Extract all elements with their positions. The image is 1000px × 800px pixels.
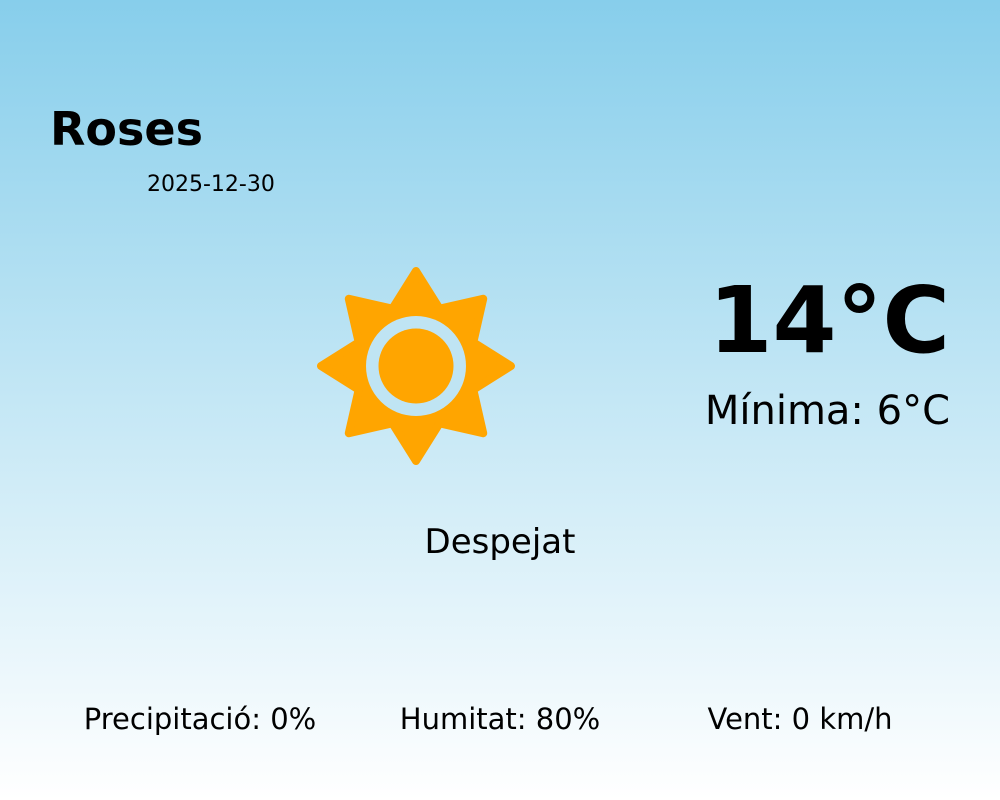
forecast-date: 2025-12-30: [147, 172, 275, 197]
precipitation-stat: Precipitació: 0%: [83, 702, 317, 736]
city-name: Roses: [50, 102, 203, 156]
minimum-temperature: Mínima: 6°C: [704, 388, 950, 434]
humidity-stat: Humitat: 80%: [399, 702, 601, 736]
wind-stat: Vent: 0 km/h: [707, 702, 893, 736]
sun-icon: [317, 267, 515, 465]
weather-condition: Despejat: [424, 522, 576, 562]
current-temperature: 14°C: [708, 267, 950, 374]
